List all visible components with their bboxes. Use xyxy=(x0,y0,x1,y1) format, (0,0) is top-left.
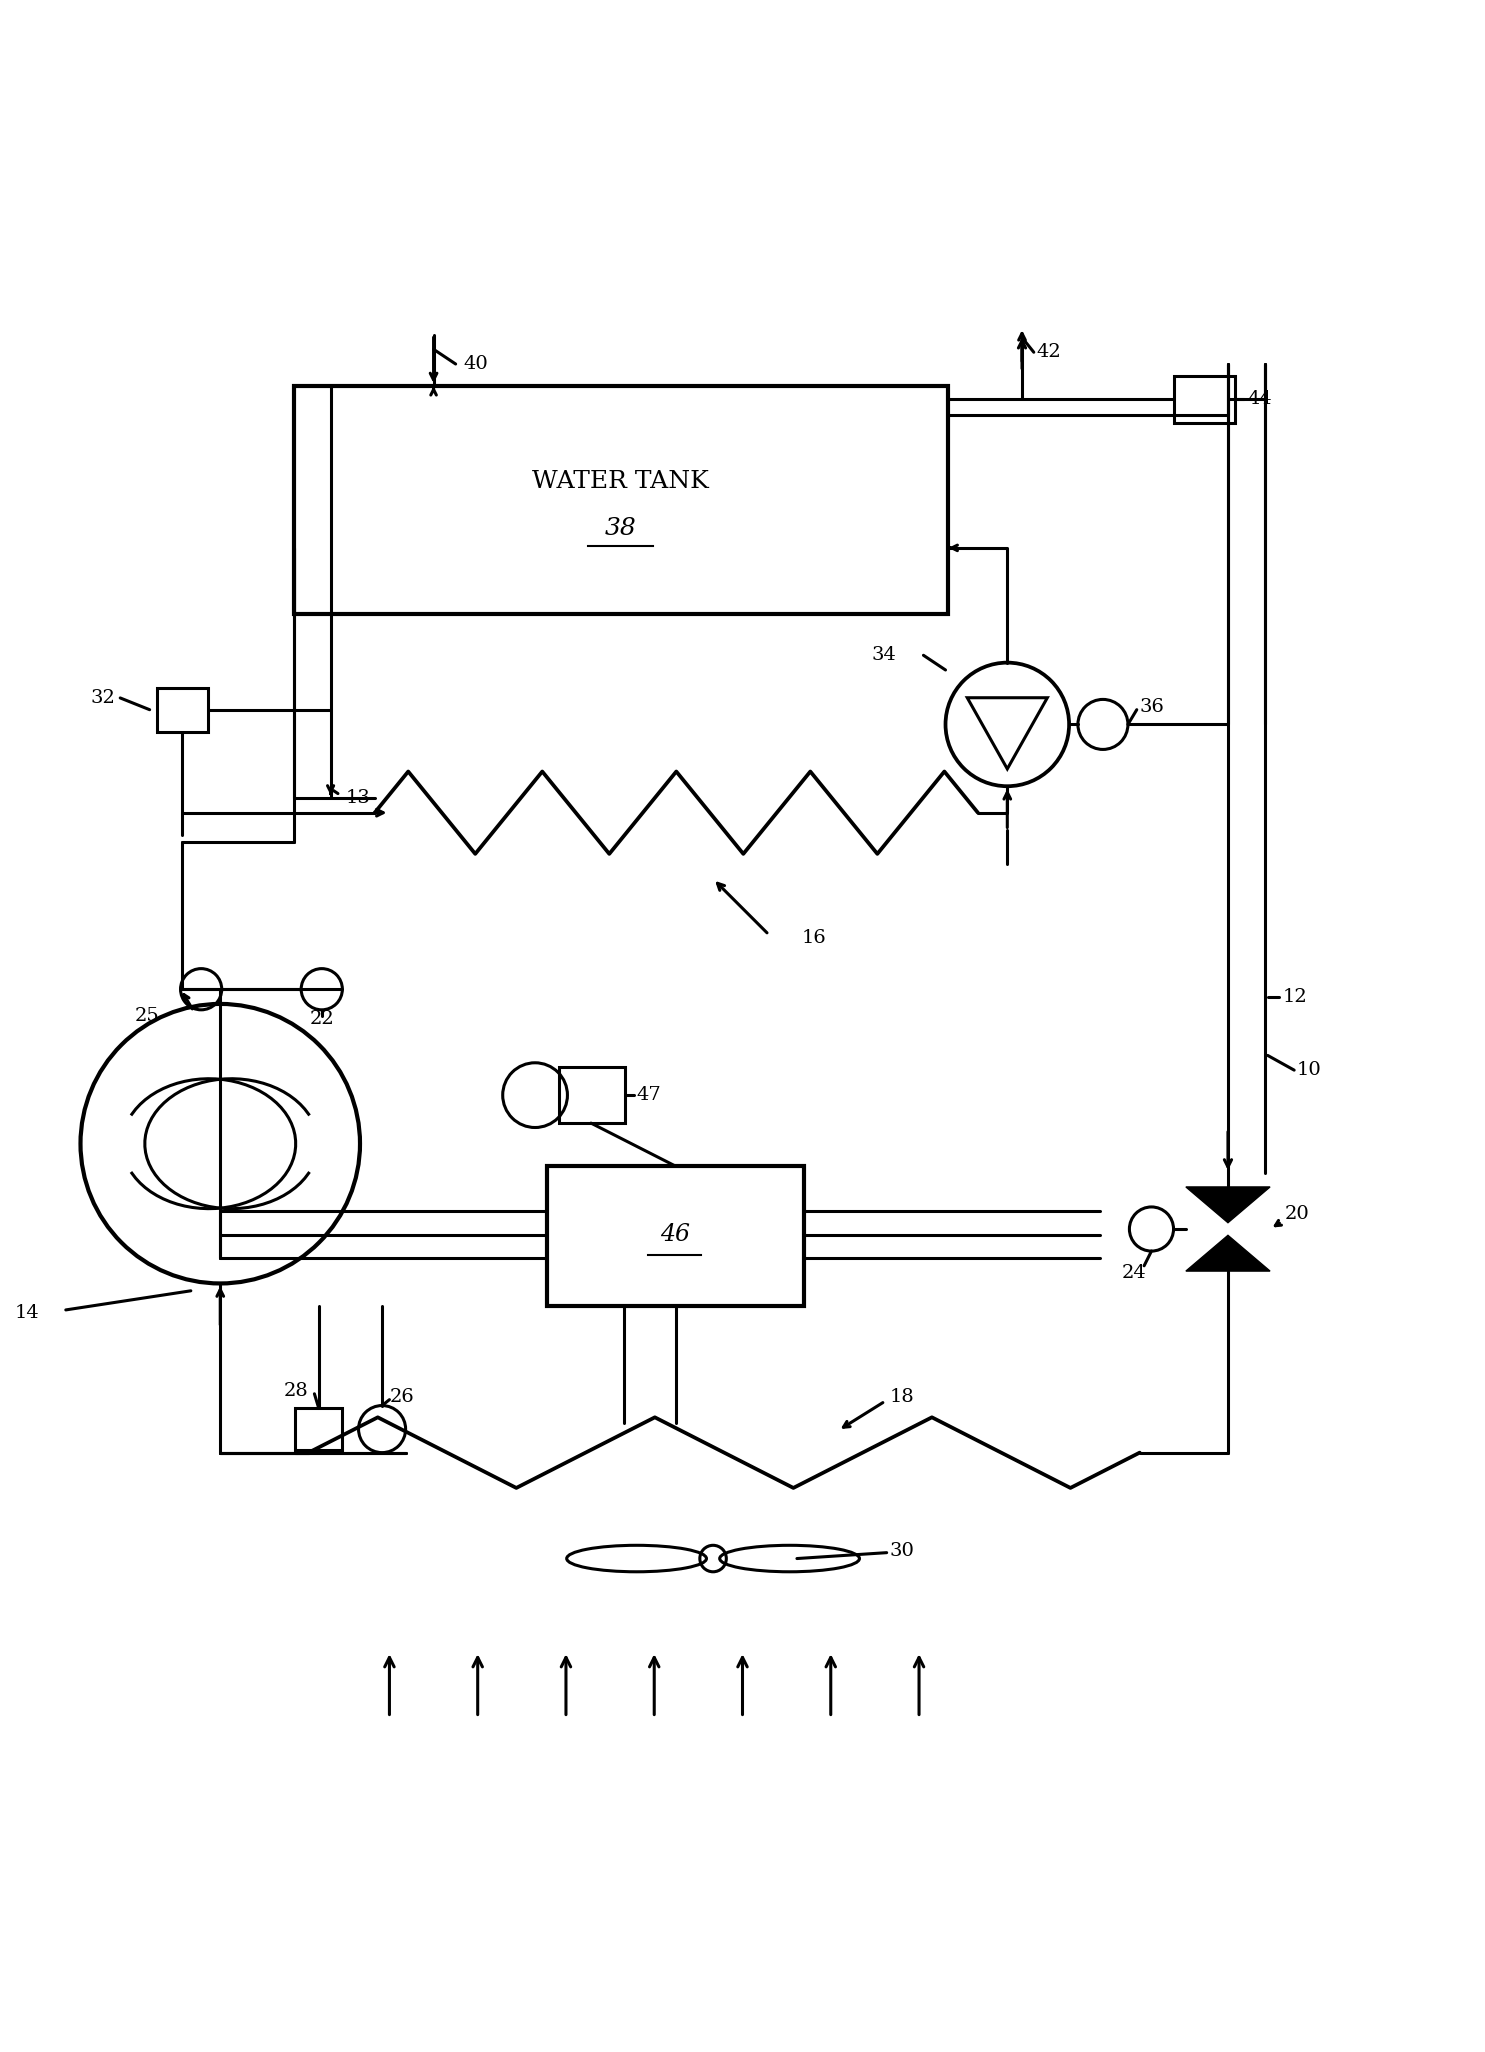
Text: 10: 10 xyxy=(1296,1061,1322,1079)
Bar xyxy=(1173,376,1236,423)
Text: 18: 18 xyxy=(890,1387,915,1406)
Text: 47: 47 xyxy=(637,1086,661,1104)
Bar xyxy=(558,1067,625,1122)
Text: 20: 20 xyxy=(1285,1205,1310,1223)
Text: WATER TANK: WATER TANK xyxy=(532,470,708,492)
Polygon shape xyxy=(1187,1235,1270,1270)
Text: 32: 32 xyxy=(91,689,116,708)
Text: 13: 13 xyxy=(346,788,370,806)
Text: 14: 14 xyxy=(15,1303,39,1321)
Text: 40: 40 xyxy=(463,355,487,373)
Text: 30: 30 xyxy=(890,1543,915,1560)
Bar xyxy=(294,386,949,614)
Text: 12: 12 xyxy=(1283,987,1307,1005)
Text: 26: 26 xyxy=(389,1387,414,1406)
Text: 34: 34 xyxy=(872,646,897,665)
Bar xyxy=(157,687,208,733)
Text: 24: 24 xyxy=(1123,1264,1146,1282)
Text: 36: 36 xyxy=(1139,698,1164,716)
Text: 42: 42 xyxy=(1037,343,1062,361)
Bar xyxy=(546,1166,805,1305)
Polygon shape xyxy=(1187,1186,1270,1223)
Text: 46: 46 xyxy=(659,1223,691,1246)
Text: 44: 44 xyxy=(1247,390,1271,408)
Bar xyxy=(296,1408,343,1449)
Text: 16: 16 xyxy=(802,930,826,946)
Text: 25: 25 xyxy=(135,1008,160,1024)
Text: 22: 22 xyxy=(310,1010,334,1028)
Text: 28: 28 xyxy=(284,1381,309,1399)
Text: 38: 38 xyxy=(604,517,636,540)
